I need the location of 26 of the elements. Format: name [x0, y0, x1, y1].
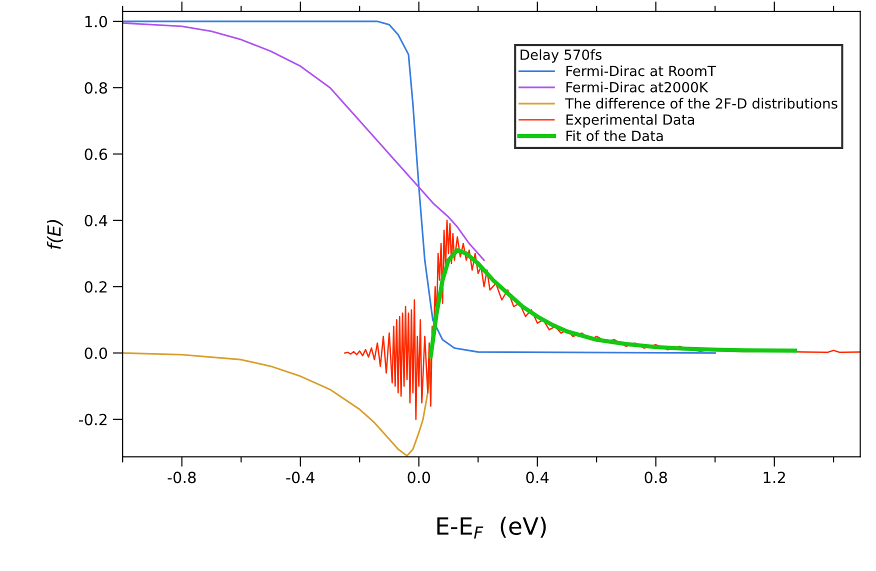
y-tick-label: 0.2: [84, 281, 107, 293]
x-tick-label: 0.4: [526, 472, 549, 484]
x-tick-label: -0.8: [168, 472, 196, 484]
x-tick-label: 0.0: [408, 472, 430, 484]
x-axis-title: E-E$_{F}$ (eV): [437, 516, 546, 539]
y-tick-label: 1.0: [85, 16, 108, 28]
y-tick-label: -0.2: [78, 414, 107, 426]
line-series: [122, 20, 716, 354]
y-tick-label: 0.6: [84, 148, 108, 160]
line-series: [122, 352, 432, 457]
x-tick-label: 0.8: [644, 472, 667, 484]
legend-label: Experimental Data: [566, 114, 694, 128]
legend-label: Fermi-Dirac at RoomT: [566, 65, 716, 76]
y-tick-label: 0.0: [84, 347, 108, 360]
y-tick-label: 0.4: [84, 214, 108, 226]
x-tick-label: 1.2: [764, 472, 785, 483]
x-tick-label: -0.4: [286, 472, 314, 484]
legend-label: Fermi-Dirac at2000K: [566, 82, 708, 92]
y-tick-label: 0.8: [84, 82, 108, 94]
legend-label: Fit of the Data: [566, 130, 663, 142]
line-series: [428, 248, 798, 358]
y-axis-title: f(E): [46, 220, 63, 249]
legend-label: The difference of the 2F-D distributions: [565, 98, 838, 109]
legend-title: Delay 570fs: [520, 49, 602, 63]
line-series: [122, 22, 485, 261]
line-series: [344, 220, 860, 420]
